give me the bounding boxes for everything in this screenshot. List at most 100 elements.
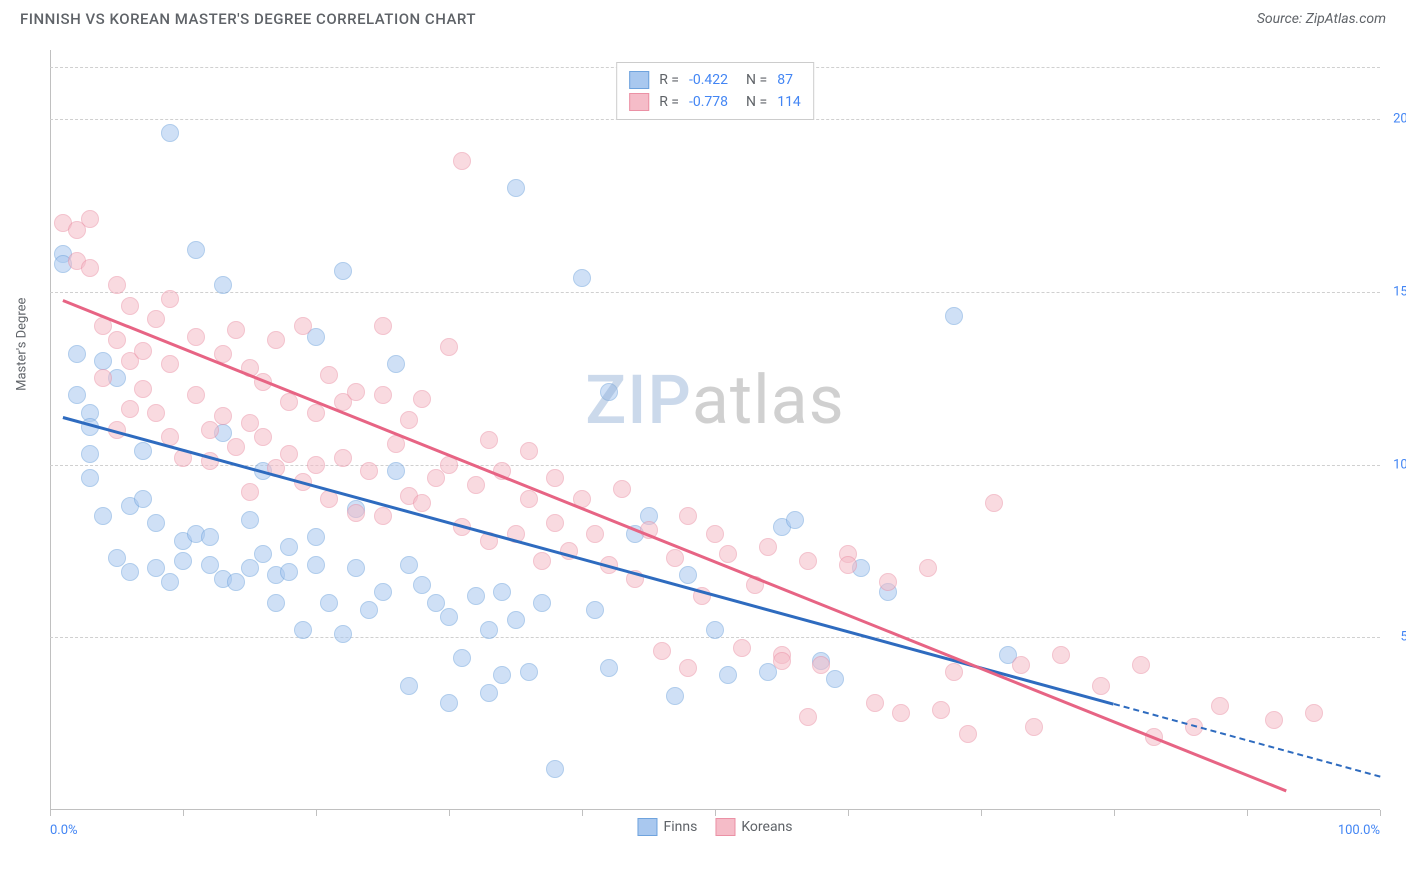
- chart-container: Master's Degree 5.0%10.0%15.0%20.0%0.0%1…: [50, 50, 1380, 810]
- grid-line: [50, 292, 1380, 293]
- legend-swatch: [629, 93, 649, 111]
- scatter-point: [573, 269, 591, 287]
- x-tick: [1247, 810, 1248, 816]
- y-tick-label: 20.0%: [1393, 112, 1406, 127]
- scatter-point: [241, 511, 259, 529]
- scatter-point: [892, 704, 910, 722]
- scatter-point: [254, 545, 272, 563]
- scatter-point: [1132, 656, 1150, 674]
- scatter-point: [546, 514, 564, 532]
- legend-r-value: -0.422: [689, 72, 728, 88]
- scatter-point: [1305, 704, 1323, 722]
- scatter-point: [214, 407, 232, 425]
- scatter-point: [214, 276, 232, 294]
- chart-title: FINNISH VS KOREAN MASTER'S DEGREE CORREL…: [20, 10, 476, 28]
- scatter-point: [307, 404, 325, 422]
- scatter-point: [334, 625, 352, 643]
- scatter-point: [985, 494, 1003, 512]
- scatter-point: [719, 666, 737, 684]
- scatter-point: [1211, 697, 1229, 715]
- legend-series-item: Koreans: [715, 818, 792, 836]
- legend-series-item: Finns: [637, 818, 697, 836]
- scatter-point: [733, 639, 751, 657]
- scatter-point: [94, 352, 112, 370]
- scatter-point: [1265, 711, 1283, 729]
- scatter-point: [147, 310, 165, 328]
- scatter-point: [507, 179, 525, 197]
- scatter-point: [81, 445, 99, 463]
- y-tick-label: 5.0%: [1400, 630, 1406, 645]
- legend-n-value: 87: [777, 72, 793, 88]
- scatter-point: [799, 552, 817, 570]
- scatter-point: [68, 345, 86, 363]
- scatter-point: [307, 556, 325, 574]
- x-tick: [1380, 810, 1381, 816]
- scatter-point: [653, 642, 671, 660]
- x-tick: [50, 810, 51, 816]
- scatter-point: [161, 355, 179, 373]
- x-tick: [183, 810, 184, 816]
- scatter-point: [320, 366, 338, 384]
- scatter-point: [400, 411, 418, 429]
- scatter-point: [201, 421, 219, 439]
- scatter-point: [945, 307, 963, 325]
- x-tick: [316, 810, 317, 816]
- scatter-point: [945, 663, 963, 681]
- scatter-point: [161, 124, 179, 142]
- scatter-point: [134, 342, 152, 360]
- legend-series: Finns Koreans: [637, 818, 792, 836]
- legend-r-value: -0.778: [689, 94, 728, 110]
- scatter-point: [347, 559, 365, 577]
- scatter-point: [334, 449, 352, 467]
- scatter-point: [493, 583, 511, 601]
- scatter-point: [241, 559, 259, 577]
- scatter-point: [480, 431, 498, 449]
- legend-r-label: R =: [659, 72, 679, 88]
- scatter-point: [719, 545, 737, 563]
- scatter-point: [94, 369, 112, 387]
- legend-n-label: N =: [746, 94, 767, 110]
- scatter-point: [187, 328, 205, 346]
- scatter-point: [227, 573, 245, 591]
- scatter-point: [440, 338, 458, 356]
- x-tick-label: 100.0%: [1338, 823, 1380, 838]
- scatter-point: [374, 583, 392, 601]
- scatter-point: [600, 383, 618, 401]
- scatter-point: [546, 469, 564, 487]
- scatter-point: [507, 611, 525, 629]
- scatter-point: [1025, 718, 1043, 736]
- trend-line: [63, 416, 1114, 705]
- scatter-point: [68, 386, 86, 404]
- scatter-point: [812, 656, 830, 674]
- scatter-point: [201, 528, 219, 546]
- scatter-point: [280, 563, 298, 581]
- scatter-point: [440, 608, 458, 626]
- scatter-point: [879, 573, 897, 591]
- source-label: Source:: [1257, 11, 1306, 27]
- scatter-point: [866, 694, 884, 712]
- legend-swatch: [637, 818, 657, 836]
- scatter-point: [520, 442, 538, 460]
- scatter-point: [919, 559, 937, 577]
- x-tick: [848, 810, 849, 816]
- x-tick-label: 0.0%: [50, 823, 78, 838]
- scatter-point: [280, 538, 298, 556]
- scatter-point: [679, 659, 697, 677]
- scatter-point: [147, 404, 165, 422]
- x-tick: [1114, 810, 1115, 816]
- scatter-point: [81, 210, 99, 228]
- scatter-point: [413, 576, 431, 594]
- scatter-point: [413, 494, 431, 512]
- scatter-point: [586, 601, 604, 619]
- scatter-point: [520, 663, 538, 681]
- scatter-point: [387, 355, 405, 373]
- legend-series-name: Finns: [663, 819, 697, 835]
- scatter-point: [134, 442, 152, 460]
- y-axis-label: Master's Degree: [15, 298, 30, 391]
- legend-swatch: [629, 71, 649, 89]
- scatter-point: [773, 652, 791, 670]
- scatter-point: [786, 511, 804, 529]
- scatter-point: [1012, 656, 1030, 674]
- scatter-point: [187, 241, 205, 259]
- scatter-point: [347, 383, 365, 401]
